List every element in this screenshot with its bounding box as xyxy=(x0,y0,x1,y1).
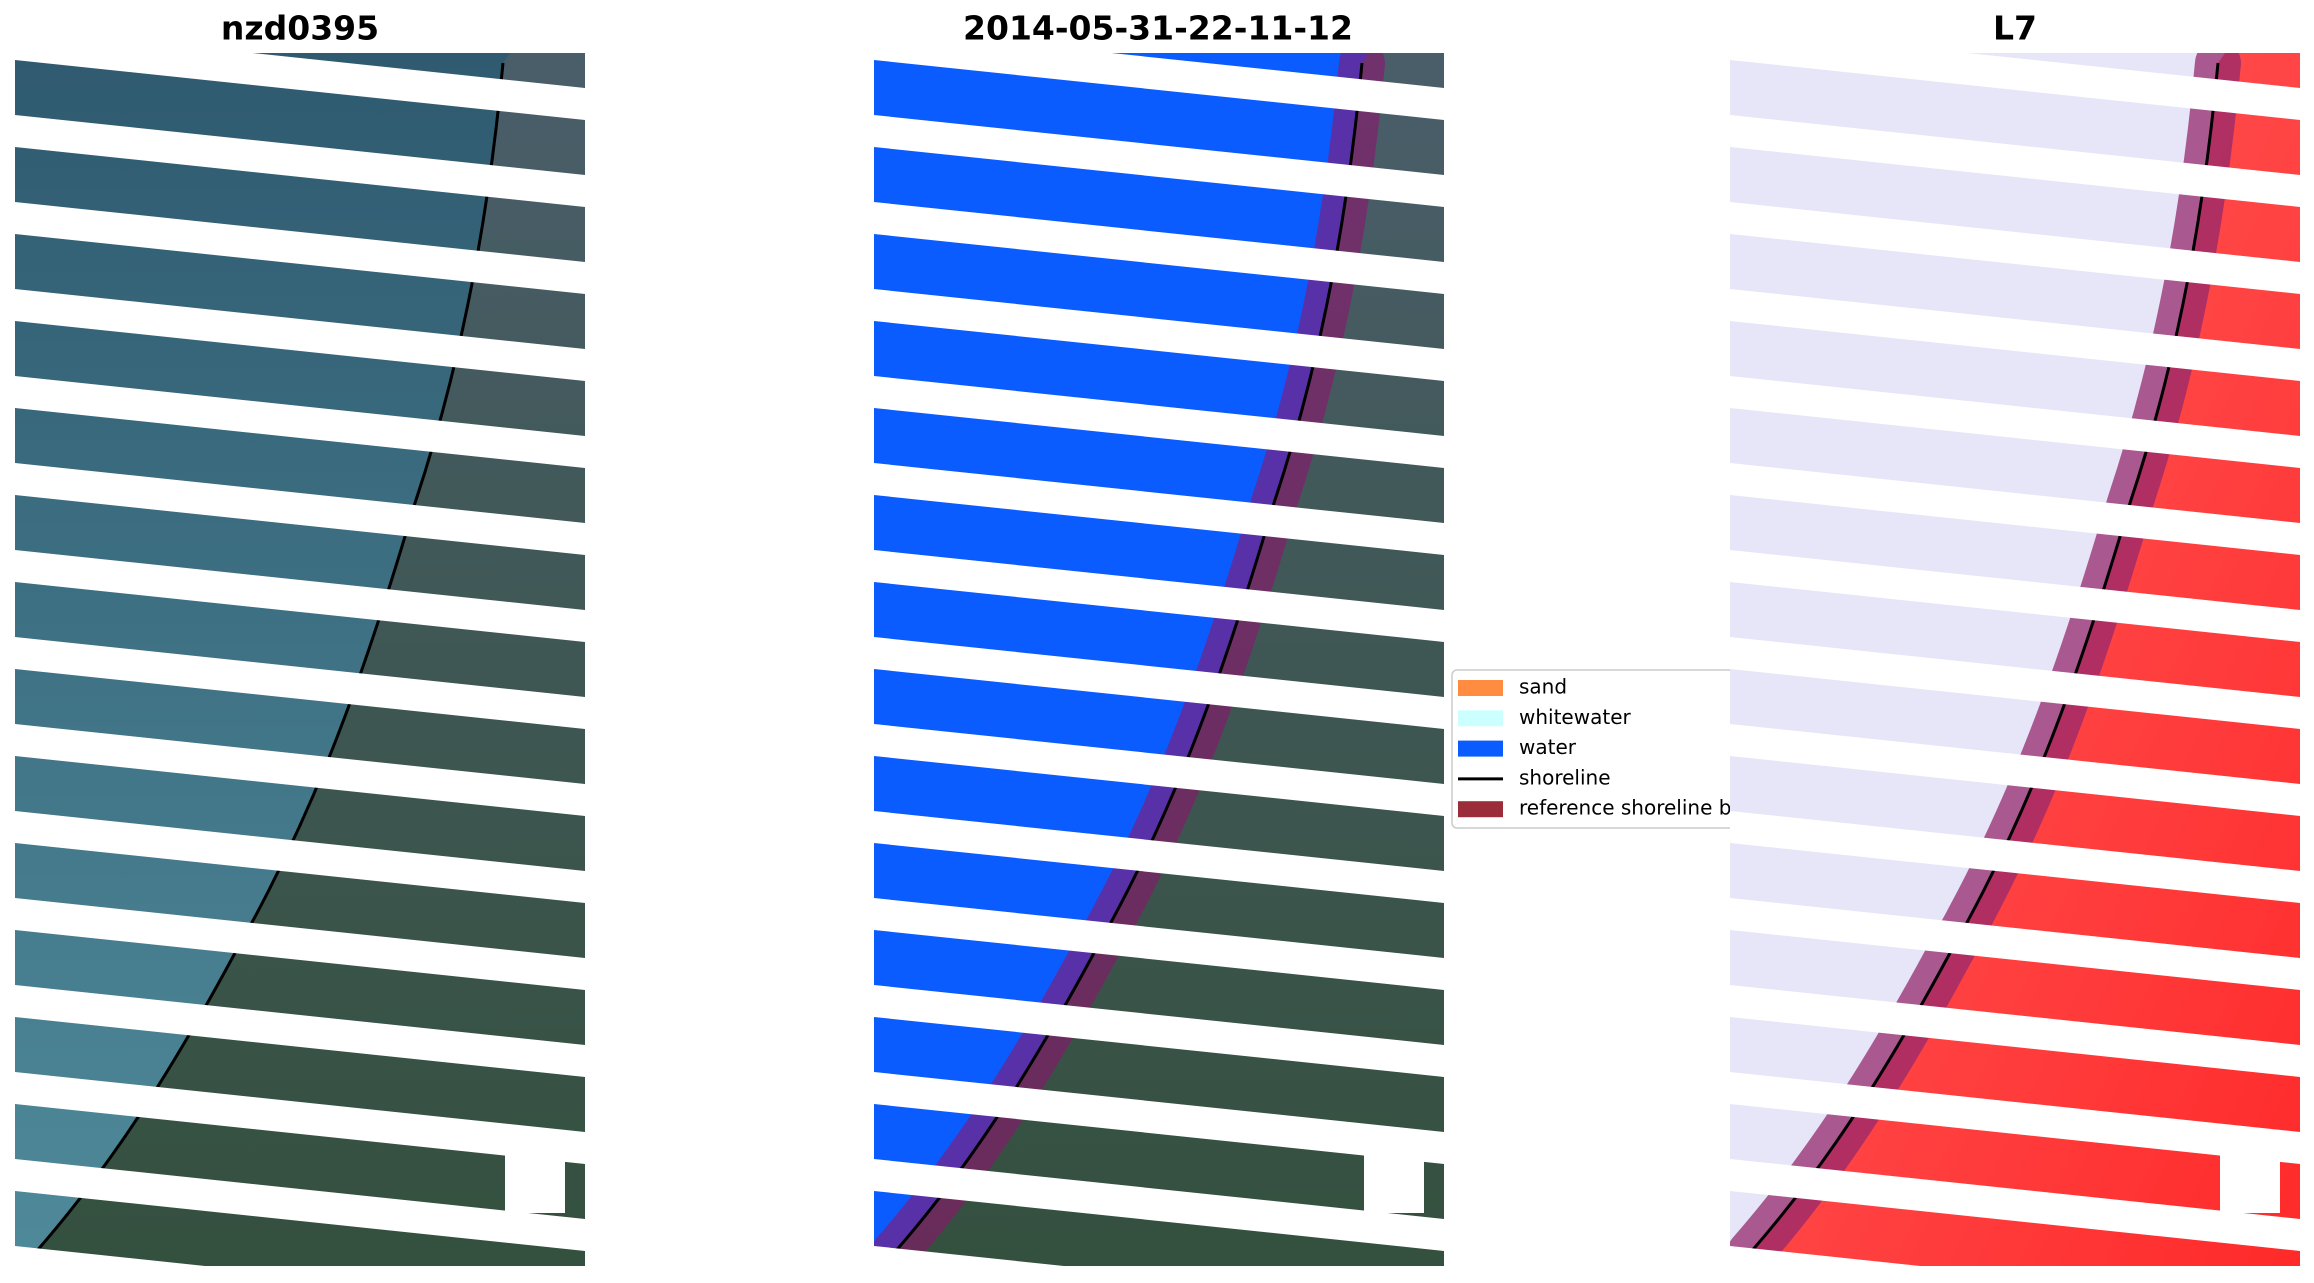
scan-gap xyxy=(15,289,585,381)
legend-label: water xyxy=(1519,735,1577,759)
scan-gap xyxy=(15,376,585,468)
legend-patch xyxy=(1458,801,1503,818)
image-panel xyxy=(1730,53,2300,1266)
scan-gap xyxy=(1730,289,2300,381)
scan-gap xyxy=(15,985,585,1077)
scan-gap xyxy=(874,115,1444,207)
panel-body xyxy=(874,53,1444,1266)
legend-label: whitewater xyxy=(1519,705,1631,729)
scan-gap xyxy=(1730,463,2300,555)
legend-patch xyxy=(1458,680,1503,696)
scan-gap xyxy=(874,985,1444,1077)
scan-gap xyxy=(15,898,585,990)
scan-gap xyxy=(874,463,1444,555)
scan-gap xyxy=(15,1246,205,1266)
legend-label: sand xyxy=(1519,675,1567,699)
panel-title: nzd0395 xyxy=(221,9,379,48)
legend-patch xyxy=(1458,740,1503,757)
scan-gap xyxy=(1730,115,2300,207)
panel-title: L7 xyxy=(1993,9,2037,48)
scan-gap xyxy=(1730,898,2300,990)
scan-gap xyxy=(874,1159,1444,1251)
scan-gap xyxy=(874,550,1444,642)
scan-gap xyxy=(1730,1159,2300,1251)
cloud xyxy=(2220,1153,2280,1213)
legend-label: shoreline xyxy=(1519,765,1611,789)
scan-gap xyxy=(874,1072,1444,1164)
scan-gap xyxy=(874,724,1444,816)
panel-body xyxy=(15,53,585,1266)
scan-gap xyxy=(874,898,1444,990)
scan-gap xyxy=(1730,1246,1920,1266)
scan-gap xyxy=(15,550,585,642)
scan-gap xyxy=(1730,376,2300,468)
cloud xyxy=(1364,1153,1424,1213)
scan-gap xyxy=(1730,550,2300,642)
scan-gap xyxy=(15,637,585,729)
scan-gap xyxy=(15,115,585,207)
panel-body xyxy=(1730,53,2300,1266)
panel-title: 2014-05-31-22-11-12 xyxy=(963,9,1353,48)
scan-gap xyxy=(874,811,1444,903)
scan-gap xyxy=(874,289,1444,381)
scan-gap xyxy=(1730,53,2300,120)
scan-gap xyxy=(1730,811,2300,903)
image-panel xyxy=(874,53,1444,1266)
scan-gap xyxy=(15,53,585,120)
scan-gap xyxy=(1730,637,2300,729)
panels xyxy=(15,53,2300,1266)
scan-gap xyxy=(15,724,585,816)
scan-gap xyxy=(1730,1072,2300,1164)
cloud xyxy=(505,1153,565,1213)
scan-gap xyxy=(1730,202,2300,294)
scan-gap xyxy=(874,202,1444,294)
scan-gap xyxy=(15,1159,585,1251)
scan-gap xyxy=(874,376,1444,468)
scan-gap xyxy=(874,53,1444,120)
scan-gap xyxy=(15,1072,585,1164)
scan-gap xyxy=(15,202,585,294)
legend-patch xyxy=(1458,710,1503,727)
image-panel xyxy=(15,53,585,1266)
scan-gap xyxy=(15,811,585,903)
scan-gap xyxy=(874,637,1444,729)
scan-gap xyxy=(15,463,585,555)
scan-gap xyxy=(1730,985,2300,1077)
scan-gap xyxy=(1730,724,2300,816)
scan-gap xyxy=(874,1246,1064,1266)
